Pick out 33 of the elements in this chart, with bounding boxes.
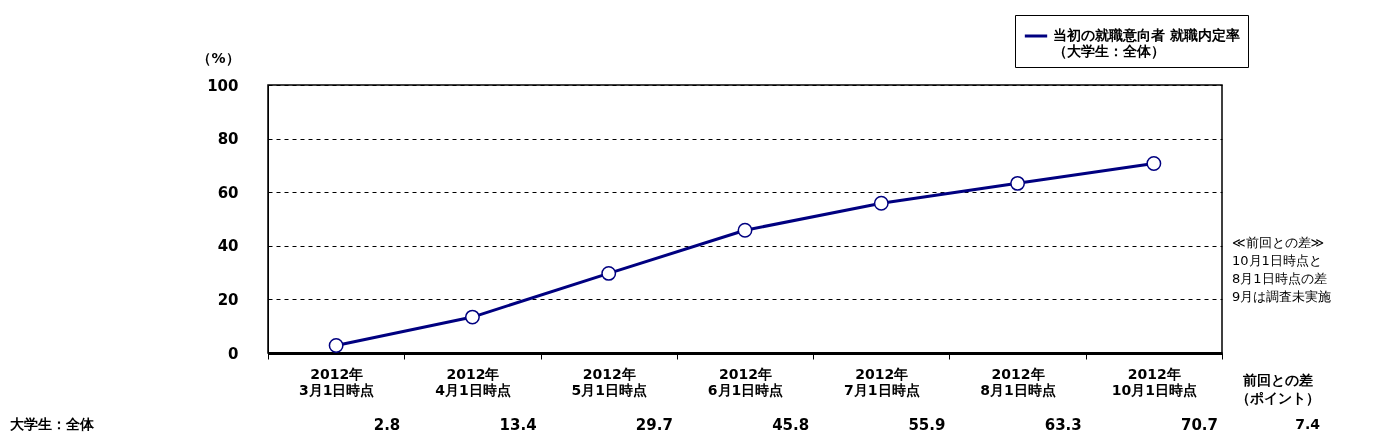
y-tick-label: 80 bbox=[217, 130, 239, 149]
text: 大学生：全体 bbox=[10, 416, 95, 432]
data-label: 13.4 bbox=[499, 416, 537, 434]
y-tick-label: 0 bbox=[228, 344, 239, 363]
text: 7.4 bbox=[1295, 416, 1321, 432]
point bbox=[464, 309, 480, 325]
point bbox=[1010, 175, 1026, 191]
x-tick-label: 2012年 10月1日時点 bbox=[1111, 365, 1197, 398]
point bbox=[873, 195, 889, 211]
point bbox=[737, 222, 753, 238]
x-tick-label: 2012年 6月1日時点 bbox=[707, 365, 784, 398]
y-tick-label: 100 bbox=[207, 76, 239, 95]
data-label: 70.7 bbox=[1180, 416, 1218, 434]
x-tick-label: 2012年 8月1日時点 bbox=[980, 365, 1056, 398]
legend-label: 当初の就職意向者 就職内定率（大学生：全体） bbox=[1053, 27, 1240, 59]
x-tick-label: 2012年 5月1日時点 bbox=[571, 365, 647, 398]
data-label: 29.7 bbox=[635, 416, 673, 434]
x-tick-label: 2012年 4月1日時点 bbox=[435, 365, 511, 398]
text: 前回との差（ポイント） bbox=[1236, 372, 1320, 406]
text: ≪前回との差≫ 10月1日時点と 8月1日時点の差 9月は調査未実施 bbox=[1232, 235, 1332, 304]
y-tick-label: 60 bbox=[217, 183, 239, 202]
data-label: 45.8 bbox=[772, 416, 810, 434]
data-label: 55.9 bbox=[908, 416, 946, 434]
y-tick-label: 40 bbox=[217, 237, 239, 256]
x-tick-label: 2012年 3月1日時点 bbox=[298, 365, 375, 398]
point bbox=[328, 338, 344, 353]
data-label: 2.8 bbox=[373, 416, 401, 434]
data-label: 63.3 bbox=[1044, 416, 1082, 434]
y-axis-title: （%） bbox=[197, 49, 240, 66]
point bbox=[1146, 156, 1162, 171]
x-tick-label: 2012年 7月1日時点 bbox=[844, 365, 920, 398]
y-tick-label: 20 bbox=[217, 290, 239, 309]
point bbox=[601, 265, 617, 281]
